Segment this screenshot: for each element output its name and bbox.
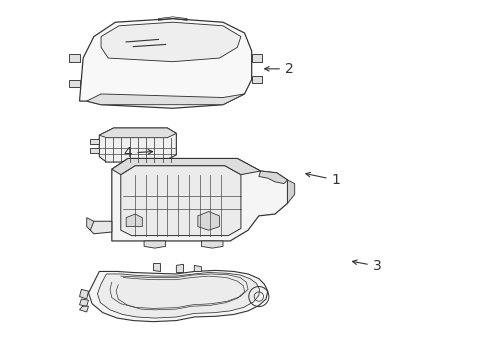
Polygon shape xyxy=(153,263,160,271)
Polygon shape xyxy=(69,54,80,62)
Text: 2: 2 xyxy=(264,62,293,76)
Polygon shape xyxy=(69,80,80,87)
Polygon shape xyxy=(80,19,251,108)
Polygon shape xyxy=(90,139,99,144)
Polygon shape xyxy=(86,94,244,105)
Text: 3: 3 xyxy=(352,259,381,273)
Polygon shape xyxy=(90,148,99,153)
Polygon shape xyxy=(121,166,241,235)
Polygon shape xyxy=(88,270,267,321)
Polygon shape xyxy=(287,180,294,203)
Polygon shape xyxy=(99,128,176,138)
Polygon shape xyxy=(112,158,287,241)
Polygon shape xyxy=(86,218,94,230)
Polygon shape xyxy=(176,264,183,273)
Text: 1: 1 xyxy=(305,172,340,187)
Polygon shape xyxy=(251,54,262,62)
Polygon shape xyxy=(198,212,219,230)
Polygon shape xyxy=(258,171,287,184)
Polygon shape xyxy=(80,289,88,299)
Polygon shape xyxy=(90,221,112,234)
Polygon shape xyxy=(101,22,241,62)
Polygon shape xyxy=(194,265,201,271)
Polygon shape xyxy=(80,299,88,306)
Polygon shape xyxy=(80,306,88,312)
Polygon shape xyxy=(144,241,165,248)
Polygon shape xyxy=(126,214,142,226)
Polygon shape xyxy=(97,273,259,318)
Polygon shape xyxy=(99,128,176,162)
Text: 4: 4 xyxy=(123,146,152,160)
Polygon shape xyxy=(201,241,223,248)
Polygon shape xyxy=(251,76,262,83)
Polygon shape xyxy=(112,158,260,175)
